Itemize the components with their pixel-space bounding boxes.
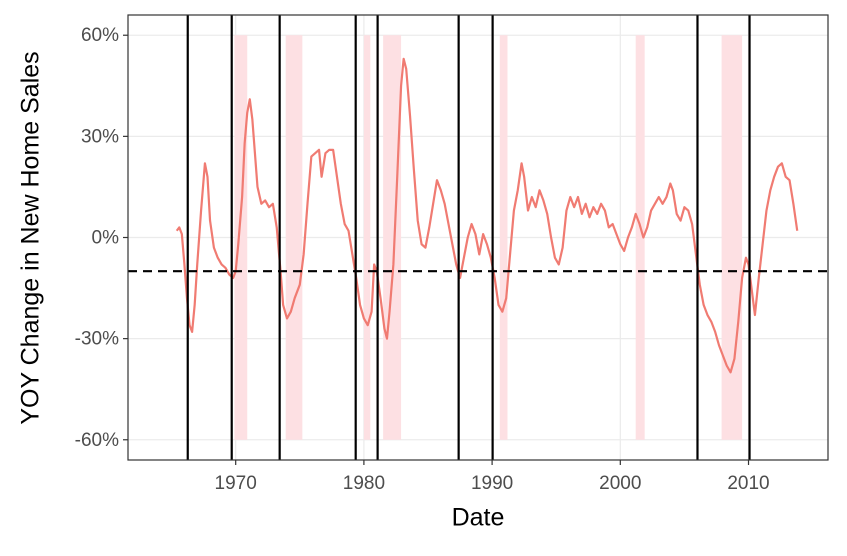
recession-band <box>285 35 303 440</box>
recession-band <box>234 35 248 440</box>
x-tick-label: 1970 <box>215 473 257 494</box>
recession-band <box>635 35 645 440</box>
y-tick-label: -30% <box>75 329 119 350</box>
recession-band <box>363 35 371 440</box>
y-tick-label: -60% <box>75 430 119 451</box>
y-tick-label: 0% <box>92 228 120 249</box>
y-tick-label: 60% <box>81 25 119 46</box>
x-tick-label: 1990 <box>471 473 513 494</box>
recession-band <box>499 35 508 440</box>
y-tick-label: 30% <box>81 126 119 147</box>
x-axis-title: Date <box>452 504 505 532</box>
x-tick-label: 2000 <box>599 473 641 494</box>
recession-band <box>721 35 743 440</box>
data-line <box>175 57 799 374</box>
x-tick-label: 1980 <box>343 473 385 494</box>
y-axis-title: YOY Change in New Home Sales <box>17 51 45 424</box>
recession-band <box>383 35 402 440</box>
x-tick-label: 2010 <box>727 473 769 494</box>
